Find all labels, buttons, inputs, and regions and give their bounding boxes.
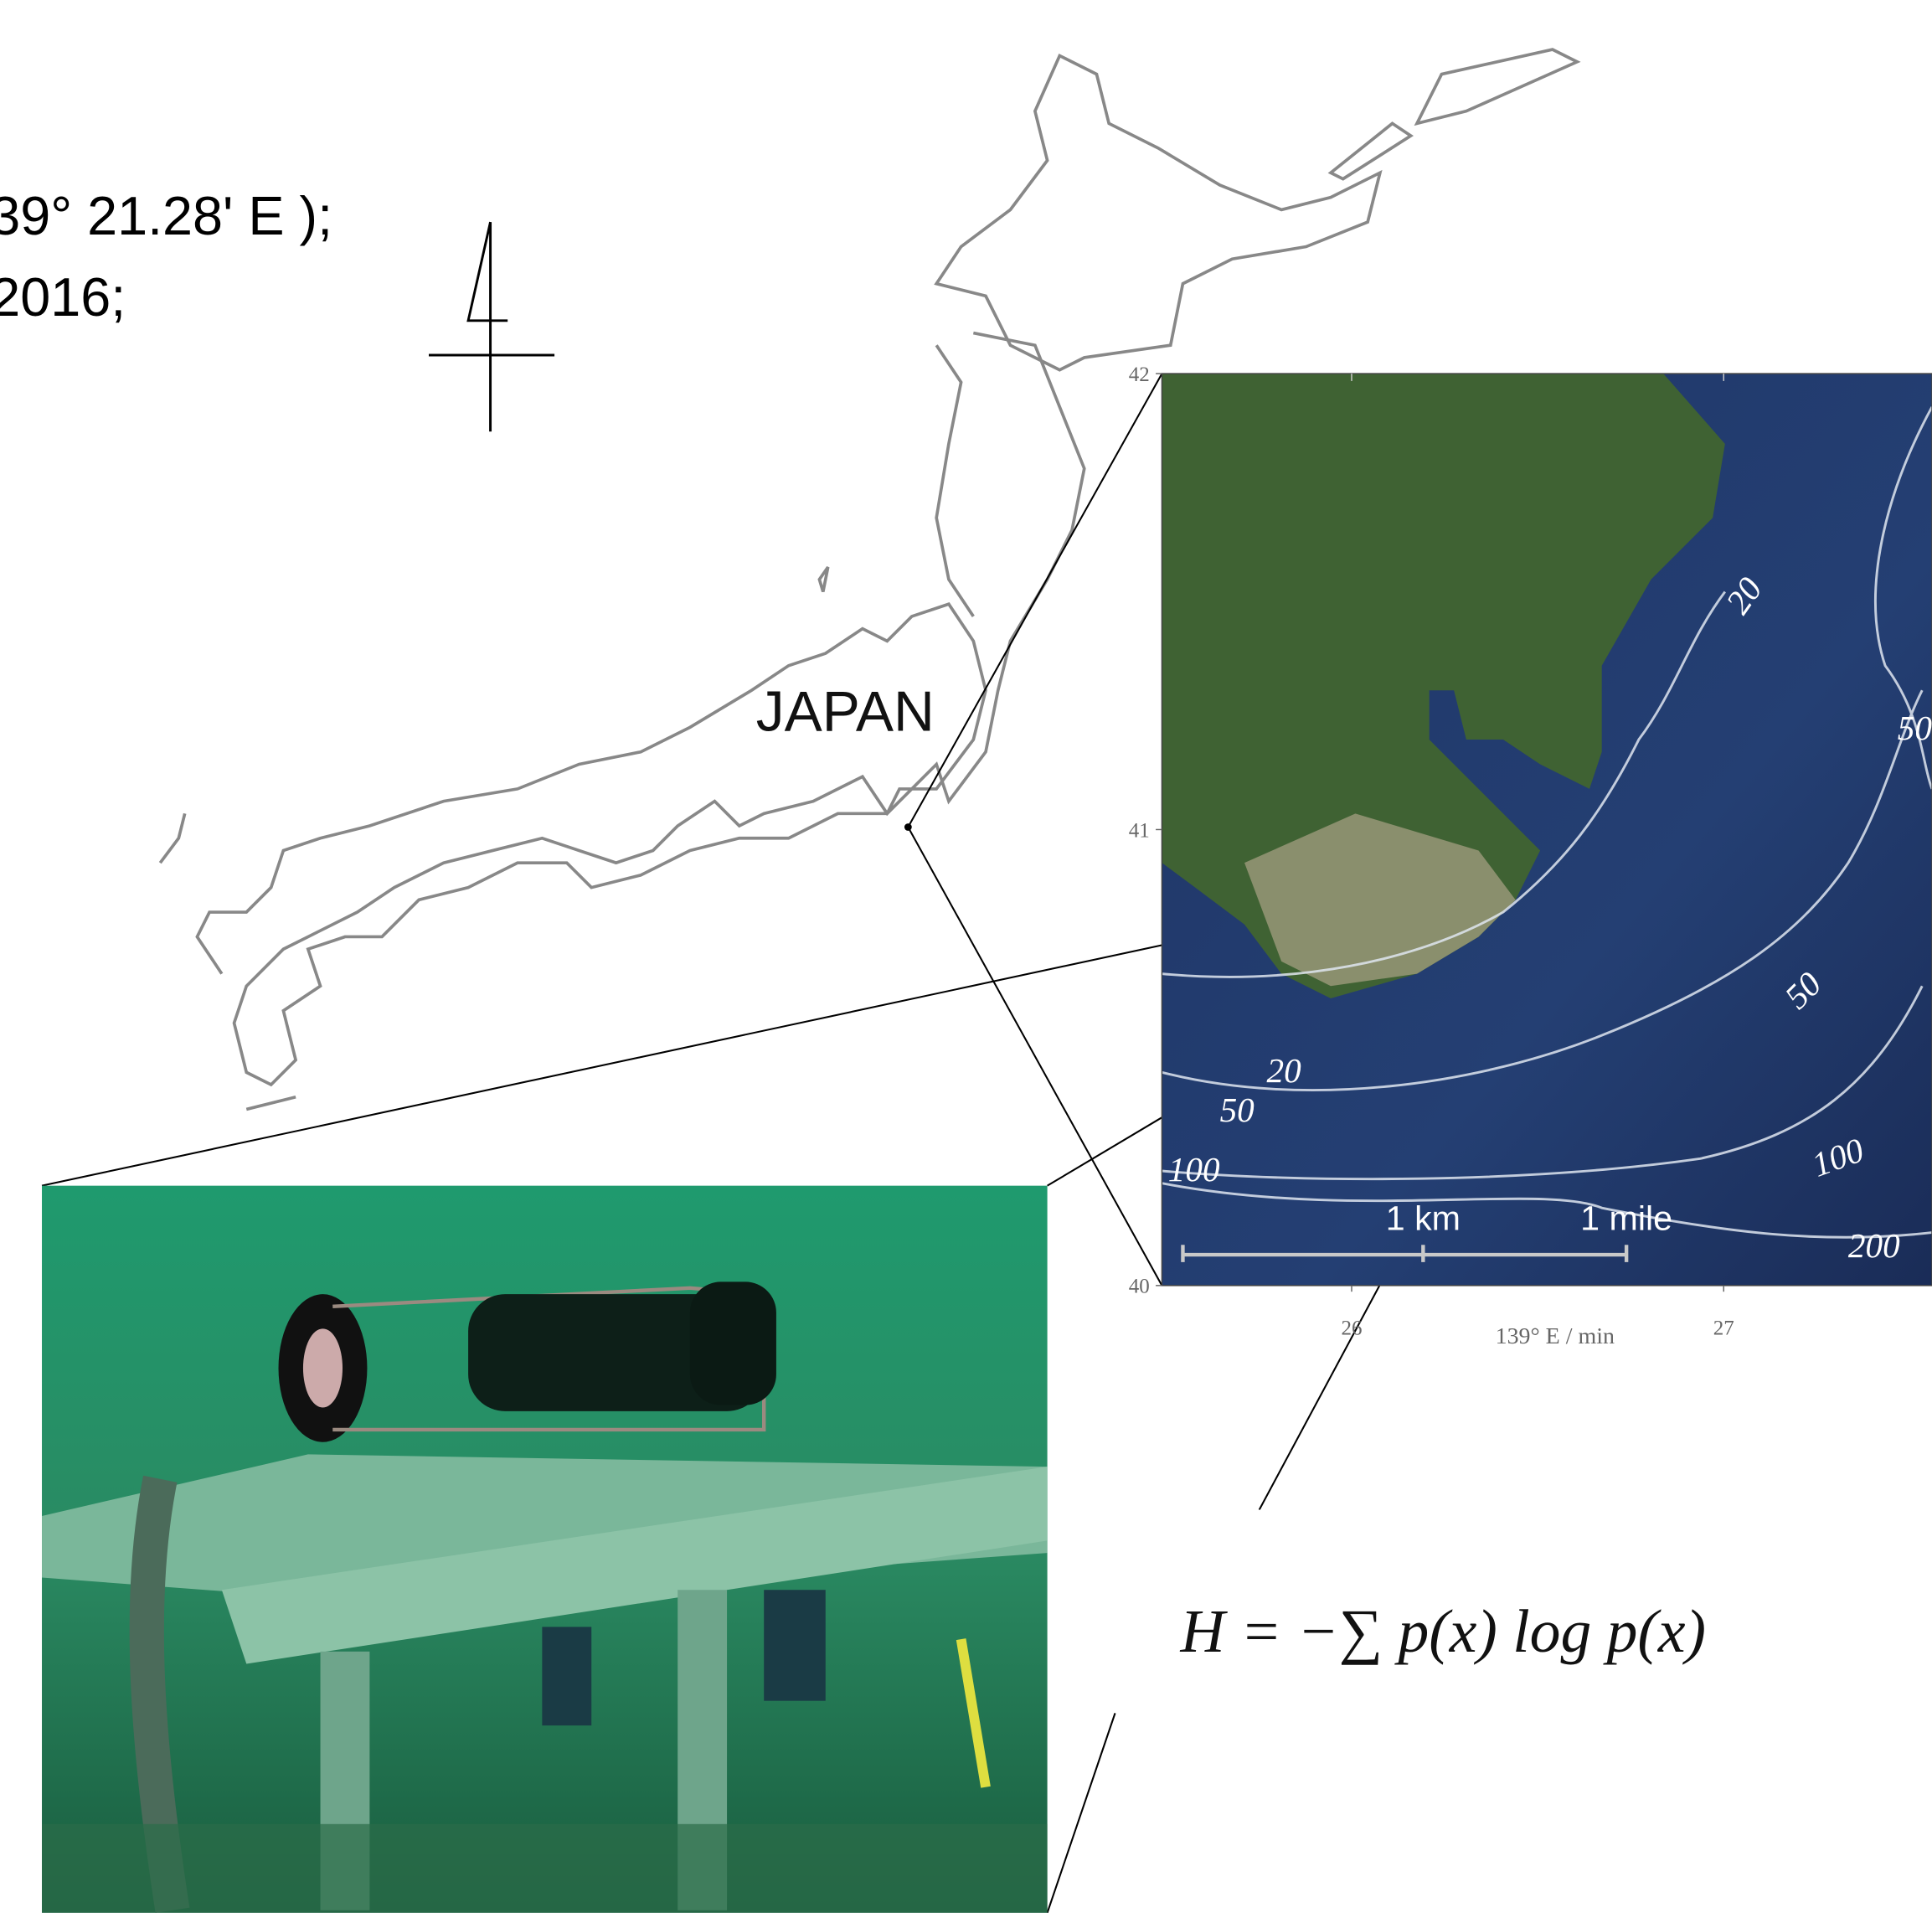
- contour-label: 50: [1898, 709, 1932, 747]
- north-arrow: [429, 221, 555, 432]
- x-tick-label: 27: [1713, 1317, 1734, 1340]
- country-label: JAPAN: [756, 681, 935, 744]
- satellite-map: [1162, 374, 1932, 1286]
- x-tick-label: 26: [1341, 1317, 1362, 1340]
- contour-label: 50: [1220, 1091, 1255, 1129]
- scale-label: 1 mile: [1580, 1199, 1672, 1238]
- underwater-photo: [42, 1185, 1048, 1913]
- contour-label: 200: [1848, 1226, 1900, 1265]
- y-tick-label: 42: [1129, 364, 1150, 386]
- contour-label: 100: [1168, 1150, 1220, 1189]
- x-axis-label: 139° E / min: [1496, 1323, 1615, 1349]
- header-line: 2016;: [0, 266, 126, 327]
- formula: H = −∑ p(x) log p(x): [1180, 1596, 1707, 1665]
- y-tick-label: 40: [1129, 1276, 1150, 1298]
- y-tick-label: 41: [1129, 819, 1150, 842]
- formula-box: [1115, 1509, 1932, 1714]
- contour-label: 20: [1266, 1051, 1301, 1090]
- header-line: 39° 21.28' E );: [0, 185, 332, 246]
- location-dot: [904, 823, 912, 831]
- scale-label: 1 km: [1386, 1199, 1461, 1238]
- japan-outline: [158, 48, 1581, 1111]
